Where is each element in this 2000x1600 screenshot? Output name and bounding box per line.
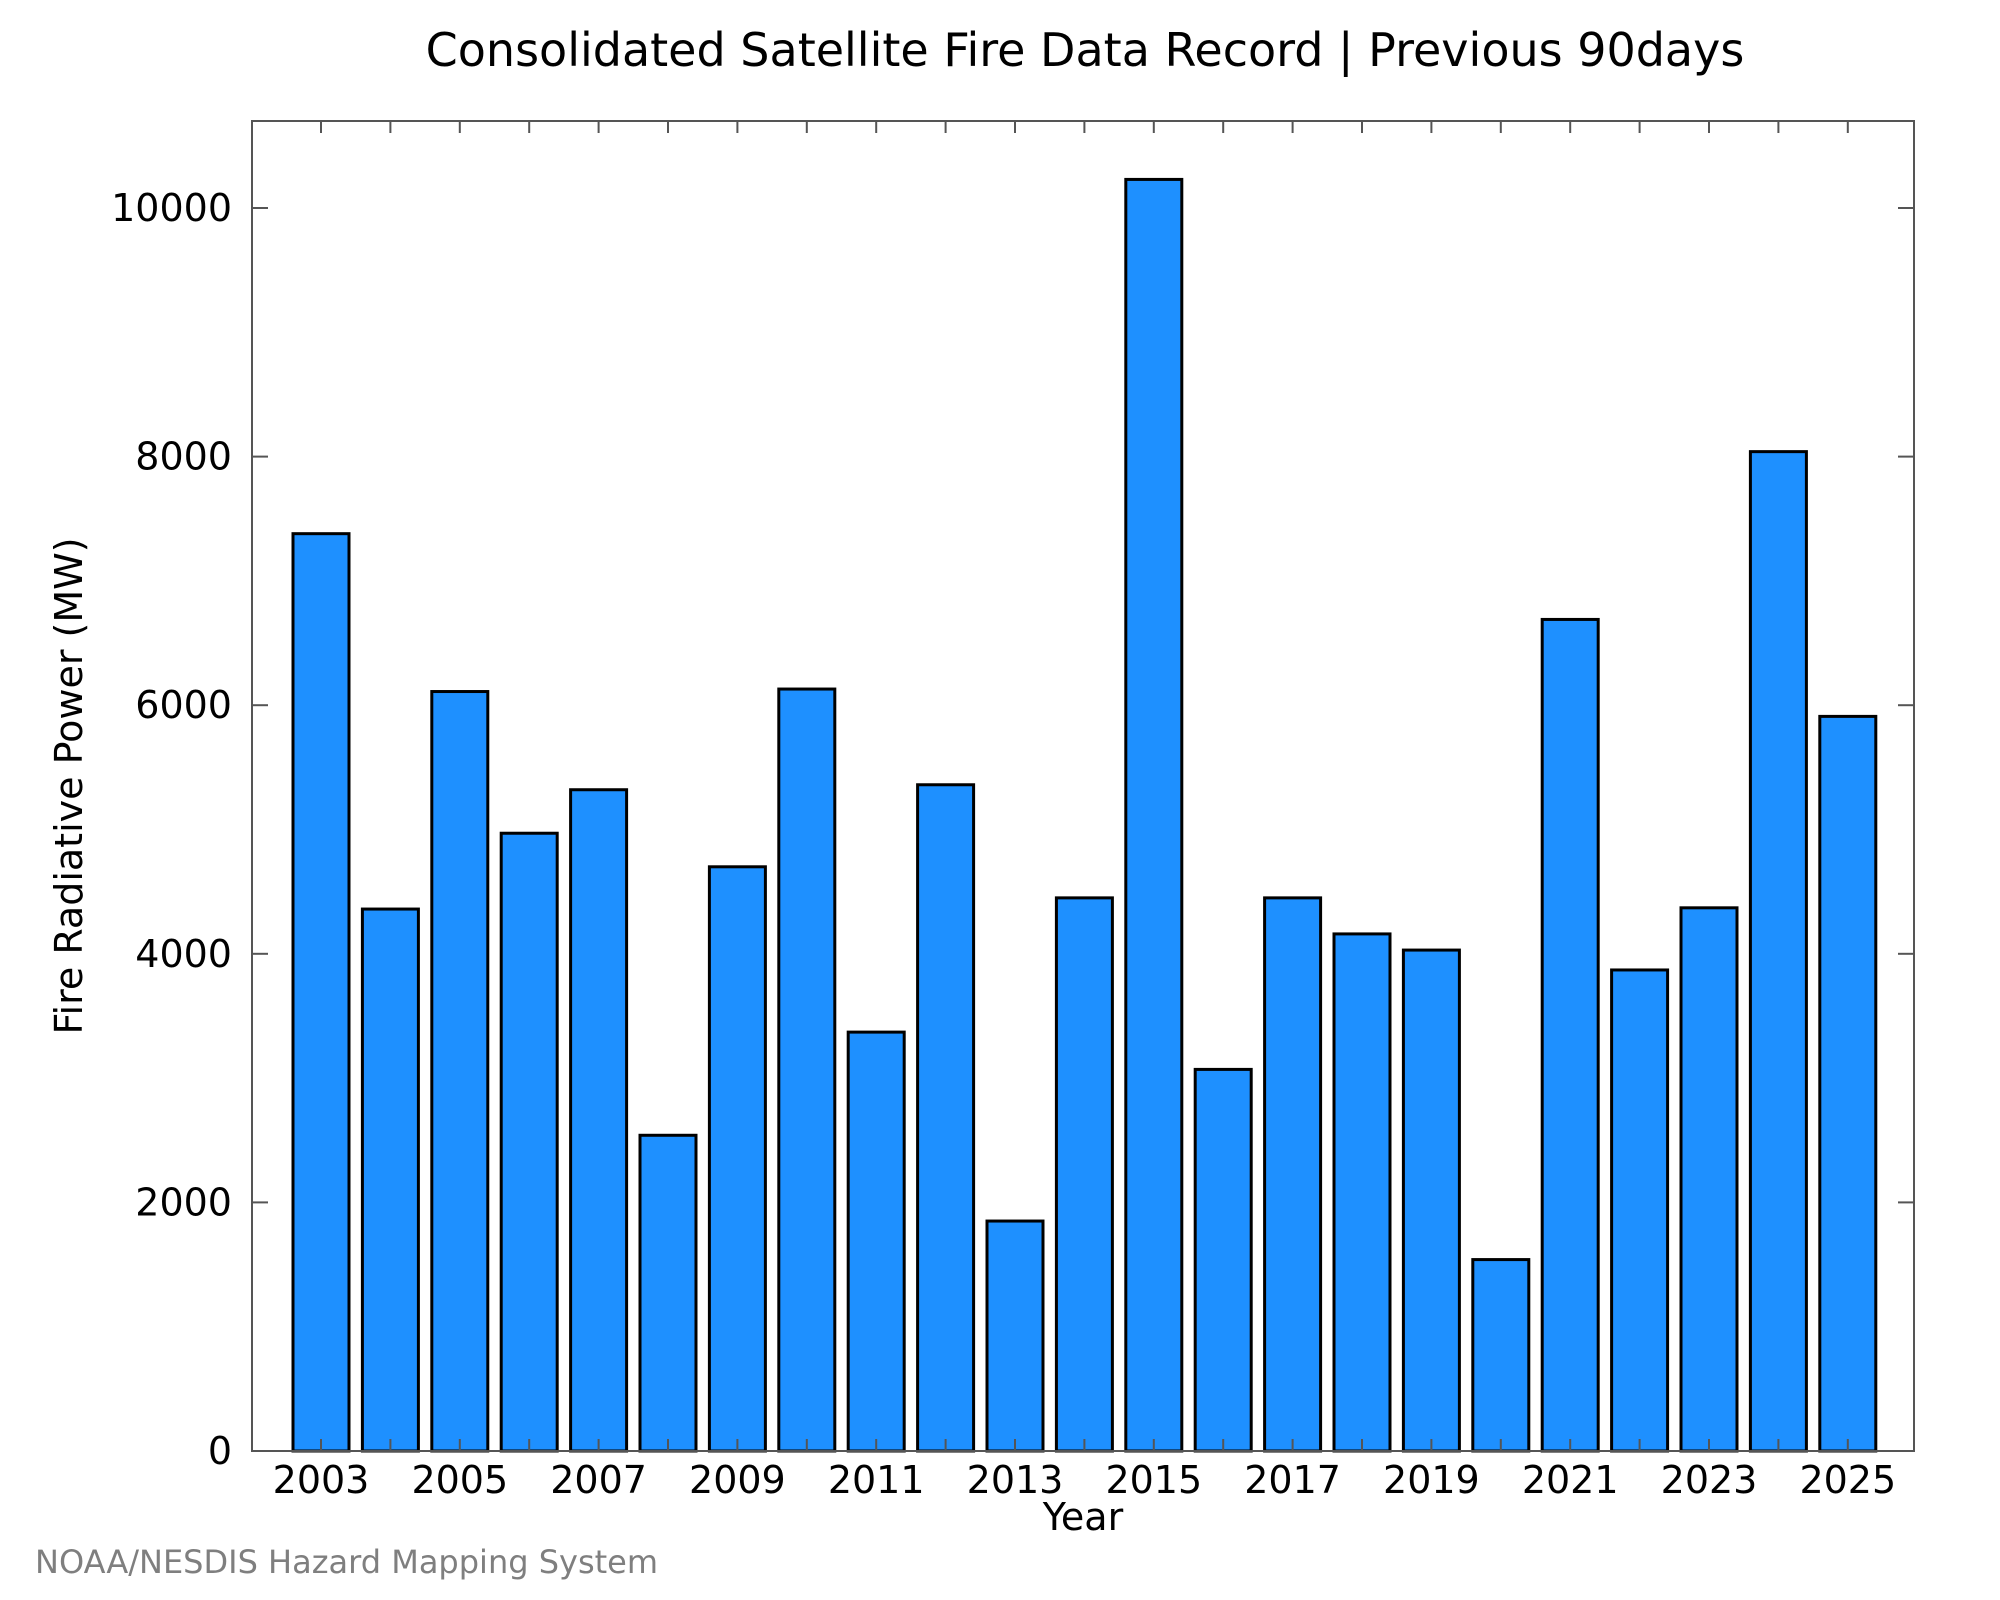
x-tick-label: 2019 xyxy=(1383,1458,1480,1502)
bar-2014 xyxy=(1054,896,1114,1453)
x-tick-label: 2007 xyxy=(550,1458,647,1502)
x-tick-label: 2009 xyxy=(689,1458,786,1502)
chart-title: Consolidated Satellite Fire Data Record … xyxy=(426,23,1745,78)
bar-2024 xyxy=(1748,450,1808,1453)
x-axis-label: Year xyxy=(1042,1495,1124,1539)
bar-2022 xyxy=(1610,968,1670,1453)
x-tick-label: 2003 xyxy=(273,1458,370,1502)
x-tick-label: 2013 xyxy=(967,1458,1064,1502)
x-tick-label: 2021 xyxy=(1522,1458,1619,1502)
y-tick-label: 10000 xyxy=(111,186,232,230)
x-tick-label: 2023 xyxy=(1661,1458,1758,1502)
y-tick-label: 8000 xyxy=(135,435,232,479)
plot-frame xyxy=(251,120,1915,1452)
bar-2017 xyxy=(1263,896,1323,1453)
x-tick-label: 2011 xyxy=(828,1458,925,1502)
bar-2008 xyxy=(638,1133,698,1453)
x-tick-label: 2017 xyxy=(1244,1458,1341,1502)
bar-2003 xyxy=(291,532,351,1453)
bar-2007 xyxy=(569,788,629,1453)
bar-2025 xyxy=(1818,714,1878,1453)
bar-2013 xyxy=(985,1219,1045,1453)
y-tick-label: 0 xyxy=(208,1429,232,1473)
bar-2006 xyxy=(499,831,559,1453)
bar-2005 xyxy=(430,690,490,1453)
x-tick-label: 2015 xyxy=(1105,1458,1202,1502)
bar-2023 xyxy=(1679,906,1739,1453)
bar-2016 xyxy=(1193,1067,1253,1453)
bar-2009 xyxy=(707,865,767,1453)
bar-2010 xyxy=(777,687,837,1453)
bar-2020 xyxy=(1471,1258,1531,1453)
x-tick-label: 2005 xyxy=(411,1458,508,1502)
bar-2015 xyxy=(1124,177,1184,1453)
source-credit: NOAA/NESDIS Hazard Mapping System xyxy=(35,1543,658,1581)
bar-2018 xyxy=(1332,932,1392,1453)
y-tick-label: 4000 xyxy=(135,932,232,976)
bar-2021 xyxy=(1540,617,1600,1453)
bar-2019 xyxy=(1401,948,1461,1453)
x-tick-label: 2025 xyxy=(1799,1458,1896,1502)
y-tick-label: 2000 xyxy=(135,1180,232,1224)
y-tick-label: 6000 xyxy=(135,683,232,727)
bar-2012 xyxy=(916,783,976,1453)
bar-2004 xyxy=(360,907,420,1453)
bar-2011 xyxy=(846,1030,906,1453)
y-axis-label: Fire Radiative Power (MW) xyxy=(47,537,91,1034)
